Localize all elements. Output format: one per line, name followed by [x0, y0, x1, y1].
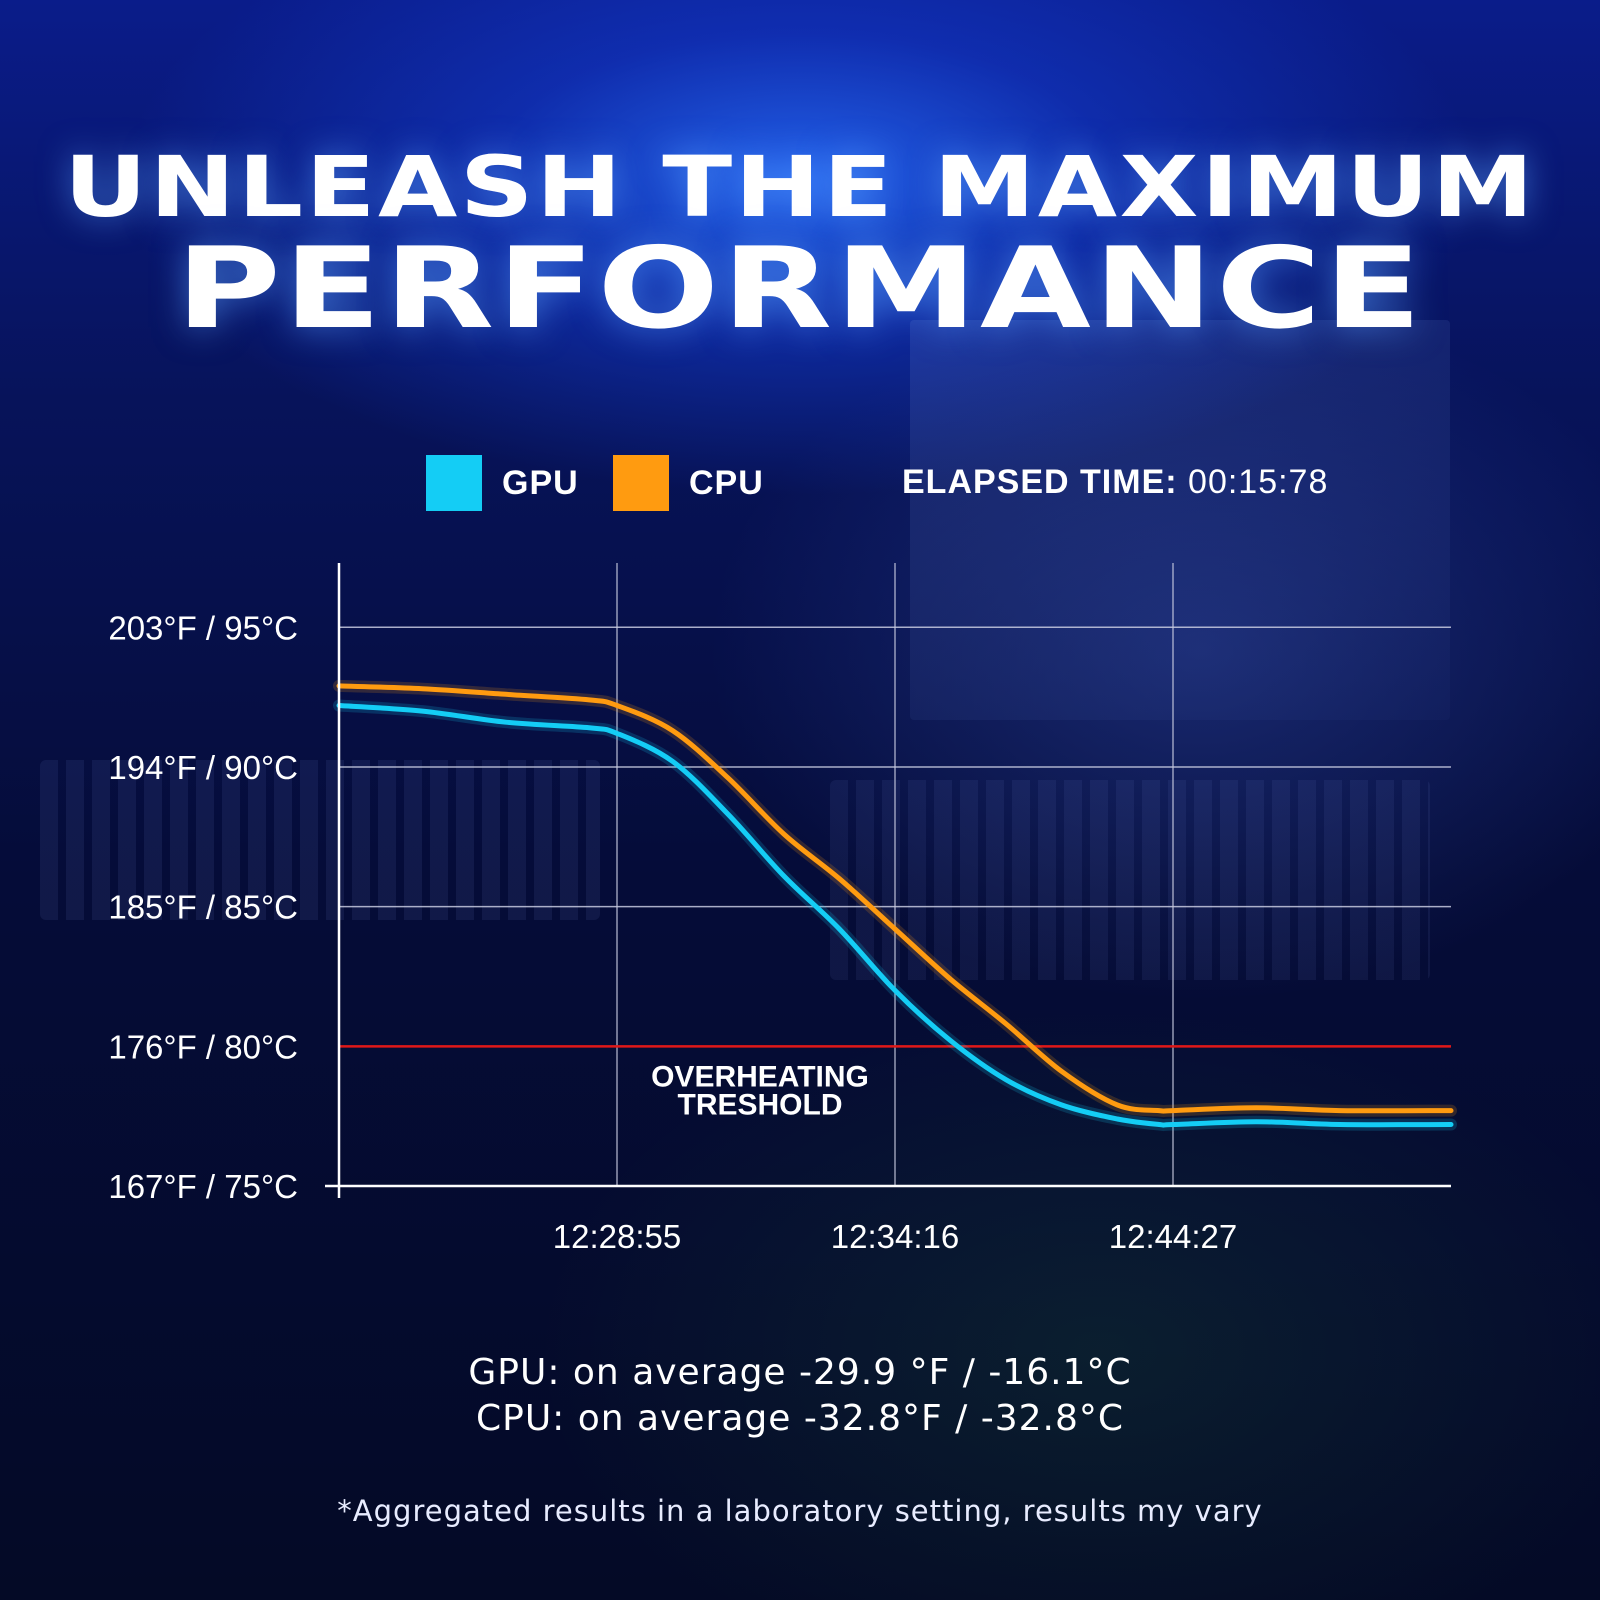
legend-label-gpu: GPU — [502, 463, 579, 502]
headline-line-1: UNLEASH THE MAXIMUM — [63, 138, 1537, 236]
elapsed-time-value: 00:15:78 — [1188, 463, 1329, 501]
legend-label-cpu: CPU — [689, 463, 764, 502]
x-tick-label: 12:28:55 — [553, 1218, 681, 1255]
legend-item-gpu: GPU — [426, 455, 579, 511]
elapsed-time-label: ELAPSED TIME: — [902, 463, 1178, 501]
y-tick-label: 176°F / 80°C — [108, 1028, 298, 1065]
background-monitor — [910, 320, 1450, 720]
cpu-average-stat: CPU: on average -32.8°F / -32.8°C — [475, 1398, 1125, 1439]
gpu-average-stat: GPU: on average -29.9 °F / -16.1°C — [468, 1352, 1132, 1393]
elapsed-time: ELAPSED TIME: 00:15:78 — [902, 463, 1328, 502]
footnote: *Aggregated results in a laboratory sett… — [337, 1494, 1263, 1528]
legend-swatch-cpu — [613, 455, 669, 511]
legend-swatch-gpu — [426, 455, 482, 511]
y-tick-label: 185°F / 85°C — [108, 889, 298, 926]
headline-line-2: PERFORMANCE — [175, 224, 1425, 354]
background-keyboard — [40, 760, 600, 920]
background-laptop-keyboard — [830, 780, 1430, 980]
y-tick-label: 167°F / 75°C — [108, 1168, 298, 1205]
threshold-label-line-2: TRESHOLD — [678, 1088, 843, 1121]
series-line-cpu — [336, 683, 1454, 1114]
y-tick-label: 194°F / 90°C — [108, 749, 298, 786]
threshold-label-line-1: OVERHEATING — [651, 1060, 869, 1093]
grid — [339, 563, 1451, 1186]
axes — [325, 563, 1451, 1198]
y-tick-label: 203°F / 95°C — [108, 609, 298, 646]
series-line-gpu — [336, 703, 1454, 1128]
tick-labels: 203°F / 95°C 194°F / 90°C 185°F / 85°C 176°… — [108, 609, 1237, 1255]
x-tick-label: 12:34:16 — [831, 1218, 959, 1255]
x-tick-label: 12:44:27 — [1109, 1218, 1237, 1255]
series-group — [333, 679, 1457, 1132]
legend-item-cpu: CPU — [613, 455, 764, 511]
